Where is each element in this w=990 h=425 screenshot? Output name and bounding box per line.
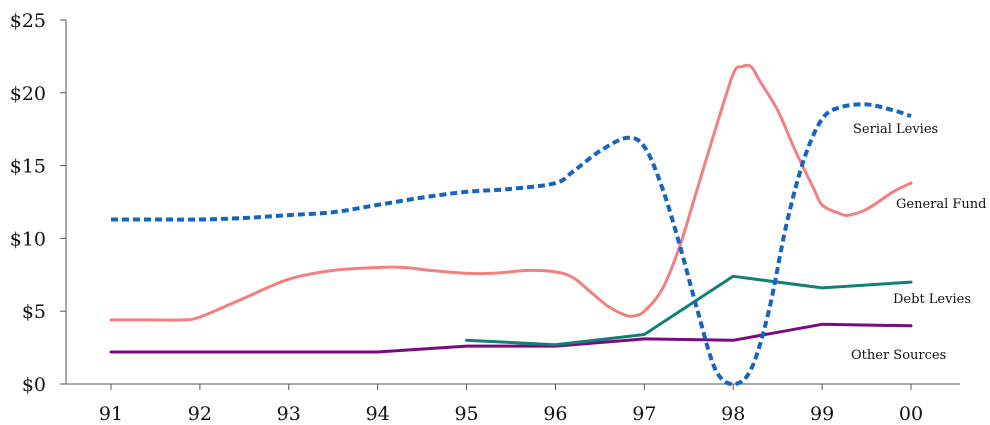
y-tick-label: $25: [10, 10, 46, 32]
series-line-serial-levies: [111, 102, 912, 386]
y-tick-label: $20: [10, 83, 46, 105]
x-tick-label: 91: [99, 403, 123, 425]
x-tick-label: 97: [632, 403, 656, 425]
x-tick-label: 96: [543, 403, 567, 425]
series-line-general-fund: [109, 63, 913, 322]
y-tick-label: $5: [22, 301, 46, 323]
x-tick-label: 92: [188, 403, 212, 425]
series-line-debt-levies: [465, 274, 913, 347]
series-label-serial-levies: Serial Levies: [853, 122, 938, 137]
y-tick-label: $10: [10, 228, 46, 250]
x-tick-label: 94: [366, 403, 390, 425]
x-tick-label: 95: [454, 403, 478, 425]
x-tick-label: 99: [810, 403, 834, 425]
series-label-debt-levies: Debt Levies: [893, 292, 971, 307]
y-tick-label: $0: [22, 374, 46, 396]
y-tick-label: $15: [10, 156, 46, 178]
series-label-general-fund: General Fund: [896, 197, 987, 212]
series-label-other-sources: Other Sources: [851, 348, 946, 363]
x-tick-label: 93: [277, 403, 301, 425]
x-tick-label: 98: [721, 403, 745, 425]
x-tick-label: 00: [899, 403, 923, 425]
series-line-other-sources: [109, 322, 913, 354]
